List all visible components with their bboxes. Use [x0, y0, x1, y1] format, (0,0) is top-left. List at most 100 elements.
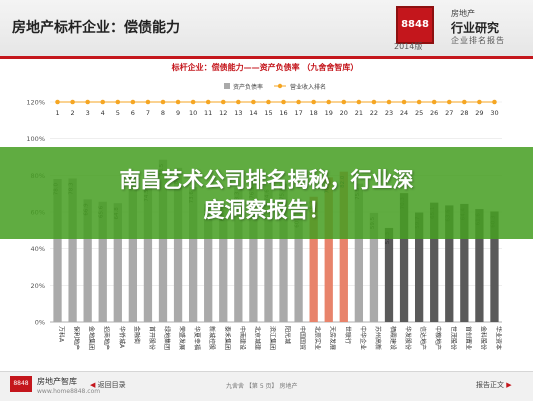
x-tick-label: 金融街 [133, 326, 141, 344]
x-tick-label: 华业资本 [494, 326, 502, 350]
bar [324, 177, 333, 322]
rank-label: 1 [55, 109, 59, 117]
bar [158, 159, 168, 322]
rank-marker [115, 99, 121, 105]
x-tick-label: 荣盛发展 [178, 326, 186, 350]
rank-marker [100, 99, 106, 105]
bar [98, 201, 107, 322]
page-title: 房地产标杆企业：偿债能力 [12, 20, 180, 36]
x-tick-label: 首开股份 [148, 326, 156, 350]
x-tick-label: 泰禾集团 [223, 326, 231, 350]
rank-marker [205, 99, 211, 105]
rank-marker [462, 99, 467, 105]
x-tick-label: 华发股份 [404, 326, 412, 350]
legend-swatch-marker [277, 83, 283, 89]
rank-marker [356, 99, 362, 105]
rank-label: 24 [400, 109, 408, 117]
bar [490, 211, 499, 322]
x-tick-label: 万科A [58, 326, 66, 343]
rank-marker [401, 99, 407, 105]
bar [475, 209, 484, 322]
rank-marker [296, 99, 301, 105]
rank-label: 23 [385, 109, 393, 117]
footer-logo: 8848 [10, 376, 32, 392]
rank-label: 16 [279, 109, 287, 117]
rank-marker [341, 99, 347, 105]
x-tick-label: 保利地产 [73, 326, 81, 350]
banner-line-1: 南昌艺术公司排名揭秘，行业深 [119, 168, 414, 192]
bar [173, 167, 183, 322]
brand-top: 房地产 [451, 9, 475, 18]
x-tick-label: 栖霞建设 [389, 326, 397, 350]
bar [279, 183, 288, 322]
x-tick-label: 首创置业 [464, 326, 472, 350]
rank-label: 25 [415, 109, 423, 117]
bars [53, 159, 499, 322]
rank-label: 29 [475, 109, 483, 117]
x-tick-label: 苏州高新 [374, 326, 382, 350]
rank-marker [70, 99, 75, 105]
rank-label: 30 [490, 109, 498, 117]
rank-label: 21 [355, 109, 363, 117]
bar [53, 179, 62, 322]
logo-year: 2014版 [394, 42, 423, 51]
legend-label-1: 营业收入排名 [290, 83, 326, 91]
x-tick-label: 世茂股份 [449, 326, 457, 350]
rank-label: 28 [460, 109, 468, 117]
rank-label: 12 [219, 109, 227, 117]
bar [430, 202, 439, 322]
rank-marker [371, 99, 377, 105]
rank-marker [85, 99, 90, 105]
rank-marker [130, 99, 136, 105]
x-tick-label: 中南建设 [238, 326, 246, 350]
brand-sub: 企业排名报告 [451, 36, 505, 45]
bar [339, 171, 348, 322]
back-to-contents-label: 返回目录 [97, 381, 126, 389]
banner-line-2: 度洞察报告！ [203, 198, 330, 222]
x-tick-label: 信达地产 [419, 326, 427, 350]
x-tick-label: 北京城建 [253, 326, 261, 350]
rank-label: 26 [430, 109, 438, 117]
y-tick-label: 40% [31, 245, 45, 253]
rank-label: 27 [445, 109, 453, 117]
rank-label: 8 [161, 109, 165, 117]
x-tick-label: 世联行 [344, 326, 352, 344]
report-body-label: 报告正文 [476, 381, 504, 389]
bar [188, 187, 198, 322]
rank-label: 2 [71, 109, 75, 117]
chart-title: 标杆企业：偿债能力——资产负债率 （九舍舍智库） [171, 62, 359, 72]
rank-label: 18 [310, 109, 318, 117]
bar-chart: 标杆企业：偿债能力——资产负债率 （九舍舍智库） 资产负债率 营业收入排名 0%… [26, 62, 502, 350]
y-tick-label: 20% [31, 282, 45, 290]
rank-label: 4 [101, 109, 105, 117]
footer-url: www.home8848.com [37, 388, 101, 395]
bar [219, 205, 228, 322]
bar [354, 183, 364, 322]
bar [68, 178, 77, 322]
chart-legend: 资产负债率 营业收入排名 [224, 83, 326, 91]
rank-marker [175, 99, 181, 105]
rank-marker [477, 99, 482, 105]
legend-label-0: 资产负债率 [233, 83, 263, 91]
arrow-right-icon: ▶ [504, 381, 512, 389]
rank-label: 3 [86, 109, 90, 117]
back-to-contents-button[interactable]: ◀ 返回目录 [90, 380, 126, 390]
rank-label: 20 [340, 109, 348, 117]
rank-label: 11 [204, 109, 212, 117]
rank-marker [416, 99, 422, 105]
x-tick-label: 中粮地产 [434, 326, 442, 350]
rank-marker [55, 99, 60, 105]
bar [128, 172, 138, 322]
report-body-button[interactable]: 报告正文 ▶ [476, 380, 512, 390]
rank-marker [236, 99, 241, 105]
y-tick-label: 120% [26, 99, 45, 107]
bar [369, 212, 379, 322]
bar [294, 211, 303, 322]
x-tick-label: 金科股份 [479, 326, 487, 350]
page-indicator: 九舍舍 【第 5 页】 房地产 [226, 383, 298, 390]
x-tick-label: 绿地集团 [163, 326, 171, 350]
x-tick-label: 金地集团 [88, 326, 96, 350]
x-tick-label: 新城控股 [208, 326, 216, 350]
legend-swatch-bar [224, 83, 230, 89]
rank-label: 10 [189, 109, 197, 117]
